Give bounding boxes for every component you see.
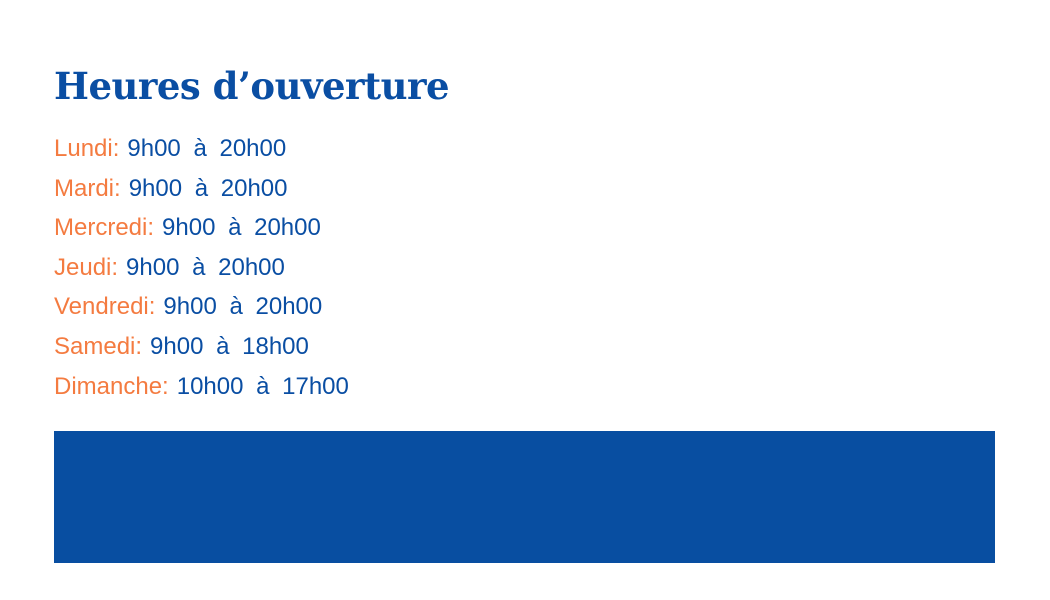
day-label: Mardi: [54,174,121,202]
day-label: Jeudi: [54,253,119,281]
hours-row-saturday: Samedi: 9h00 à 18h00 [54,330,349,370]
time-range: 9h00 à 20h00 [162,214,321,242]
day-label: Mercredi: [54,214,155,242]
time-range: 9h00 à 20h00 [126,253,285,281]
opening-hours-list: Lundi: 9h00 à 20h00 Mardi: 9h00 à 20h00 Me… [54,132,349,409]
hours-row-sunday: Dimanche: 10h00 à 17h00 [54,370,349,410]
blue-banner [54,431,995,563]
day-label: Dimanche: [54,372,169,400]
day-label: Lundi: [54,135,120,162]
time-range: 9h00 à 18h00 [150,332,309,360]
time-range: 9h00 à 20h00 [163,293,323,321]
day-label: Samedi: [54,332,143,360]
hours-row-monday: Lundi: 9h00 à 20h00 [54,132,349,172]
day-label: Vendredi: [54,293,156,321]
time-range: 9h00 à 20h00 [128,174,288,202]
hours-row-thursday: Jeudi: 9h00 à 20h00 [54,251,349,291]
time-range: 10h00 à 17h00 [176,372,349,400]
page-title: Heures d’ouverture [54,64,450,108]
hours-row-wednesday: Mercredi: 9h00 à 20h00 [54,211,349,251]
hours-row-tuesday: Mardi: 9h00 à 20h00 [54,172,349,212]
hours-row-friday: Vendredi: 9h00 à 20h00 [54,290,349,330]
time-range: 9h00 à 20h00 [127,135,287,162]
